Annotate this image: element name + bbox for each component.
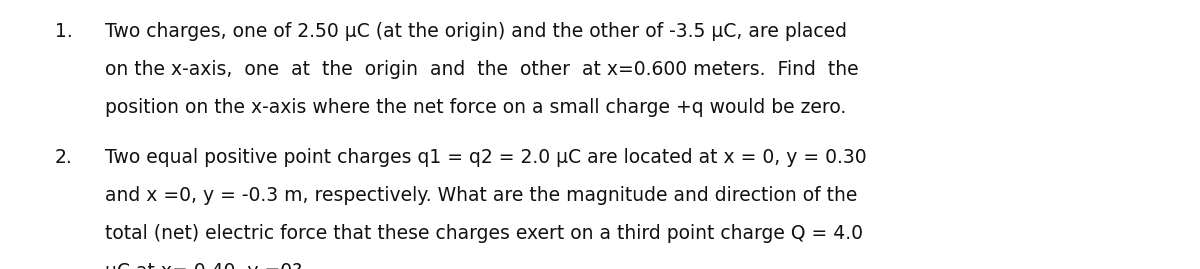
Text: on the x-axis,  one  at  the  origin  and  the  other  at x=0.600 meters.  Find : on the x-axis, one at the origin and the… (106, 60, 859, 79)
Text: 2.: 2. (55, 148, 73, 167)
Text: 1.: 1. (55, 22, 73, 41)
Text: and x =0, y = -0.3 m, respectively. What are the magnitude and direction of the: and x =0, y = -0.3 m, respectively. What… (106, 186, 857, 205)
Text: Two charges, one of 2.50 μC (at the origin) and the other of -3.5 μC, are placed: Two charges, one of 2.50 μC (at the orig… (106, 22, 847, 41)
Text: Two equal positive point charges q1 = q2 = 2.0 μC are located at x = 0, y = 0.30: Two equal positive point charges q1 = q2… (106, 148, 866, 167)
Text: μC at x= 0.40, y =0?: μC at x= 0.40, y =0? (106, 262, 302, 269)
Text: position on the x-axis where the net force on a small charge +q would be zero.: position on the x-axis where the net for… (106, 98, 846, 117)
Text: total (net) electric force that these charges exert on a third point charge Q = : total (net) electric force that these ch… (106, 224, 863, 243)
